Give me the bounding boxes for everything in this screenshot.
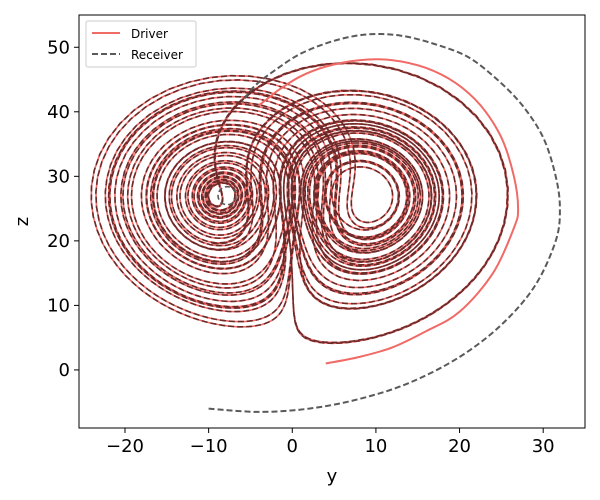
y-tick-label: 10 xyxy=(47,295,70,316)
receiver-center-loop xyxy=(217,185,237,206)
x-tick-label: 30 xyxy=(532,436,555,457)
x-tick-label: 10 xyxy=(364,436,387,457)
attractor-curves xyxy=(90,61,509,345)
x-tick-label: 20 xyxy=(448,436,471,457)
legend: Driver Receiver xyxy=(85,20,197,68)
axis-ticks: −20 −10 0 10 20 30 0 10 20 30 40 50 xyxy=(47,37,555,457)
driver-transient-line xyxy=(258,58,520,365)
legend-label-driver: Driver xyxy=(131,27,168,41)
x-axis-label: y xyxy=(327,466,338,487)
x-tick-label: −20 xyxy=(106,436,144,457)
attractor-receiver-trace xyxy=(90,61,509,345)
y-axis-label: z xyxy=(12,217,33,226)
y-tick-label: 0 xyxy=(59,360,70,381)
y-tick-label: 30 xyxy=(47,166,70,187)
y-tick-label: 40 xyxy=(47,102,70,123)
y-tick-label: 20 xyxy=(47,231,70,252)
x-tick-label: −10 xyxy=(190,436,228,457)
plot-frame xyxy=(78,14,586,429)
transient-curves xyxy=(208,32,561,413)
legend-label-receiver: Receiver xyxy=(131,48,183,62)
x-tick-label: 0 xyxy=(287,436,298,457)
y-tick-label: 50 xyxy=(47,37,70,58)
